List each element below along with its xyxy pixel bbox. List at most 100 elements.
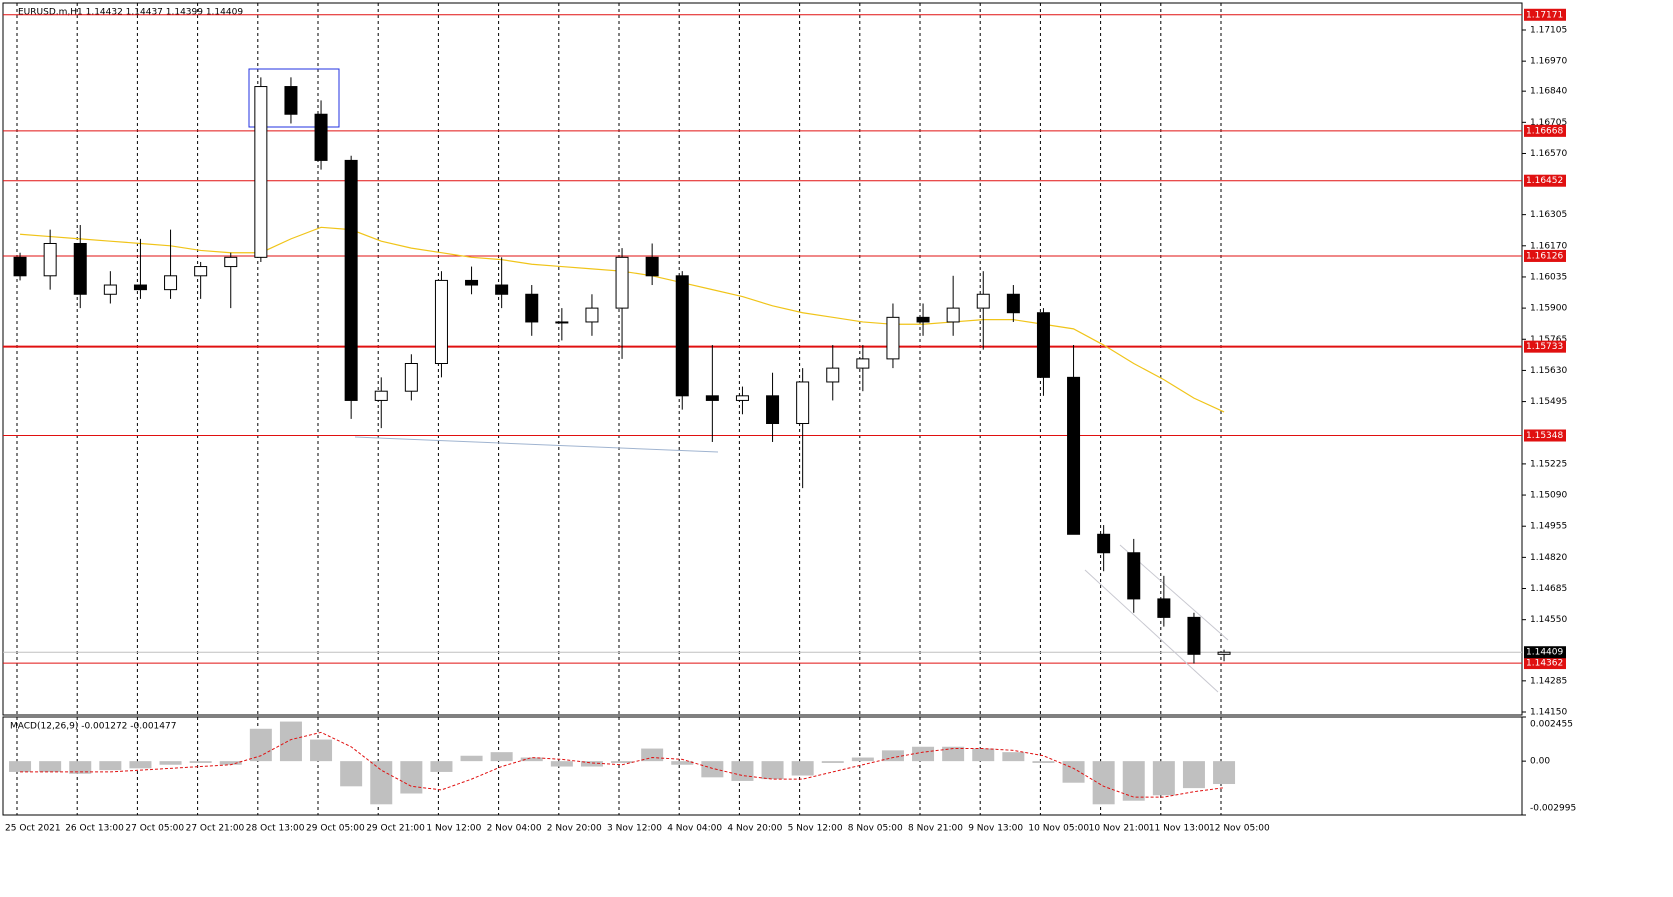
y-tick-label: 1.15630 — [1530, 366, 1567, 376]
macd-bar — [1122, 761, 1145, 801]
y-tick-label: 1.15225 — [1530, 459, 1567, 469]
y-tick-label: 1.14550 — [1530, 615, 1567, 625]
x-tick-label: 26 Oct 13:00 — [65, 824, 124, 834]
y-tick-label: 1.15090 — [1530, 491, 1567, 501]
macd-bar — [279, 721, 302, 762]
candle-body — [1036, 312, 1050, 378]
candle-body — [766, 395, 780, 425]
candle-body — [43, 242, 57, 277]
macd-bar — [1092, 761, 1115, 805]
macd-bar — [39, 761, 62, 772]
y-tick-label: 1.14150 — [1530, 707, 1567, 717]
macd-signal — [20, 731, 1225, 798]
x-tick-label: 2 Nov 20:00 — [547, 824, 602, 834]
candle-body — [314, 113, 328, 161]
level-label-box — [1524, 124, 1566, 137]
candle-body — [224, 256, 238, 268]
macd-bar — [129, 761, 152, 769]
x-tick-label: 2 Nov 04:00 — [487, 824, 542, 834]
candle-body — [585, 307, 599, 323]
candle-body — [103, 284, 117, 295]
candle-body — [555, 321, 569, 324]
level-label: 1.14362 — [1526, 659, 1563, 669]
macd-bar — [370, 761, 393, 805]
macd-bar — [791, 761, 814, 776]
macd-bar — [1182, 761, 1205, 789]
candle-body — [1067, 376, 1081, 535]
candle-body — [465, 279, 479, 286]
y-tick-label: 1.15495 — [1530, 397, 1567, 407]
candle-body — [615, 256, 629, 309]
x-tick-label: 3 Nov 12:00 — [607, 824, 662, 834]
macd-bar — [1002, 752, 1025, 762]
candle-body — [796, 381, 810, 425]
candle-body — [645, 256, 659, 277]
x-tick-label: 10 Nov 05:00 — [1028, 824, 1089, 834]
x-tick-label: 10 Nov 21:00 — [1089, 824, 1150, 834]
y-tick-label: 1.14820 — [1530, 553, 1567, 563]
macd-bar — [881, 750, 904, 762]
macd-bar — [671, 761, 694, 765]
candle-body — [946, 307, 960, 323]
macd-bar — [99, 761, 122, 771]
trend-line — [354, 436, 719, 453]
candle-body — [133, 284, 147, 291]
x-tick-label: 8 Nov 21:00 — [908, 824, 963, 834]
macd-bar — [731, 761, 754, 781]
x-tick-label: 28 Oct 13:00 — [246, 824, 305, 834]
macd-bar — [219, 761, 242, 765]
candle-body — [13, 256, 27, 277]
candle-body — [675, 275, 689, 397]
main-panel — [2, 2, 1523, 716]
x-tick-label: 27 Oct 21:00 — [186, 824, 245, 834]
level-label-box — [1524, 657, 1566, 670]
y-tick-label: 1.16705 — [1530, 118, 1567, 128]
candle-body — [254, 86, 268, 258]
candle-body — [916, 316, 930, 323]
y-tick-label: 1.14955 — [1530, 522, 1567, 532]
macd-bar — [189, 761, 212, 763]
y-tick-label: 1.15765 — [1530, 335, 1567, 345]
x-tick-label: 29 Oct 05:00 — [306, 824, 365, 834]
macd-bar — [912, 746, 935, 762]
macd-bar — [580, 761, 603, 767]
y-tick-label: 1.16305 — [1530, 210, 1567, 220]
macd-bar — [821, 761, 844, 763]
macd-bar — [1213, 761, 1236, 785]
macd-bar — [611, 761, 634, 763]
candle-body — [976, 293, 990, 309]
x-tick-label: 9 Nov 13:00 — [968, 824, 1023, 834]
macd-bar — [69, 761, 92, 774]
y-tick-label: 1.16170 — [1530, 241, 1567, 251]
chart-title: EURUSD.m,H1 1.14432 1.14437 1.14399 1.14… — [18, 8, 243, 18]
y-tick-label: 1.16970 — [1530, 57, 1567, 67]
candle-body — [374, 390, 388, 401]
current-price-box — [1524, 646, 1566, 659]
candle-body — [886, 316, 900, 360]
x-tick-label: 12 Nov 05:00 — [1209, 824, 1270, 834]
macd-bar — [942, 746, 965, 762]
level-label: 1.15733 — [1526, 342, 1563, 352]
x-tick-label: 4 Nov 20:00 — [727, 824, 782, 834]
macd-bar — [400, 761, 423, 794]
x-tick-label: 25 Oct 2021 — [5, 824, 61, 834]
candle-body — [164, 275, 178, 291]
macd-bar — [430, 761, 453, 772]
level-label: 1.16452 — [1526, 176, 1563, 186]
macd-bar — [641, 748, 664, 762]
channel-line — [1084, 569, 1219, 693]
level-label: 1.15348 — [1526, 431, 1563, 441]
x-tick-label: 4 Nov 04:00 — [667, 824, 722, 834]
candle-body — [1157, 598, 1171, 618]
candle-body — [344, 159, 358, 401]
macd-bar — [159, 761, 182, 765]
x-tick-label: 5 Nov 12:00 — [788, 824, 843, 834]
macd-bar — [1062, 761, 1085, 783]
candle-body — [284, 86, 298, 115]
candle-body — [73, 242, 87, 295]
macd-bar — [520, 757, 543, 762]
level-label: 1.16126 — [1526, 251, 1563, 261]
y-tick-label: 1.17105 — [1530, 26, 1567, 36]
level-label: 1.17171 — [1526, 10, 1563, 20]
